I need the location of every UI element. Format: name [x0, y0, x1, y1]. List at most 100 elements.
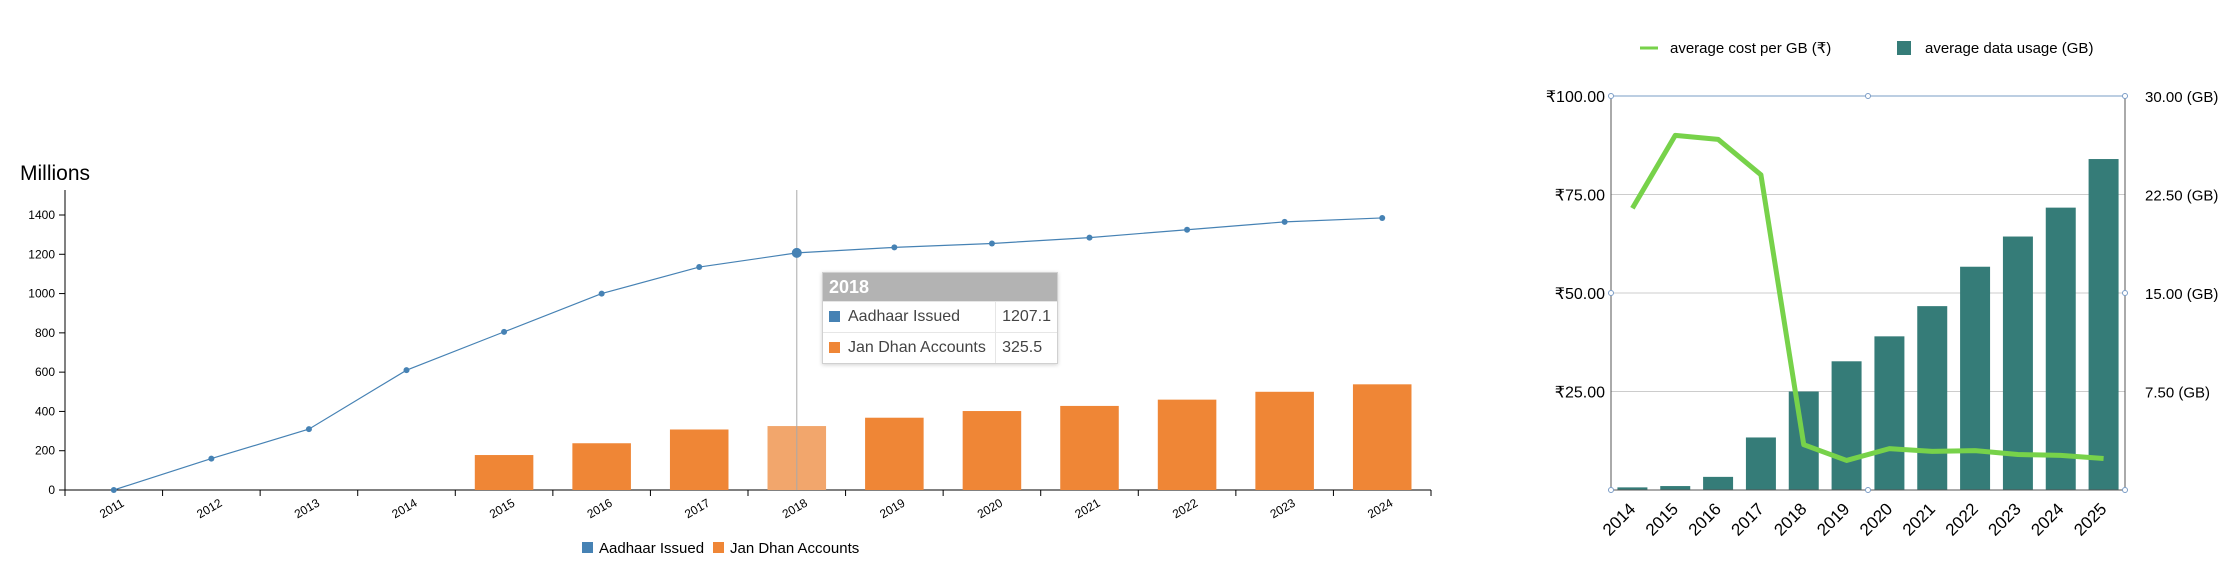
jan-dhan-bar: [474, 455, 534, 490]
usage-bar: [1703, 476, 1734, 490]
aadhaar-point: [598, 290, 605, 297]
right-chart: average cost per GB (₹) average data usa…: [1546, 40, 2219, 540]
tooltip-table: Aadhaar Issued 1207.1 Jan Dhan Accounts …: [823, 301, 1057, 363]
selection-handle: [2122, 487, 2128, 493]
right-left-axis-labels: ₹100.00 ₹75.00 ₹50.00 ₹25.00: [1546, 89, 1605, 402]
selection-handle: [2122, 290, 2128, 296]
left-axis-label: ₹25.00: [1555, 385, 1605, 402]
aadhaar-point: [791, 247, 802, 258]
legend-swatch-aadhaar[interactable]: [582, 542, 593, 553]
usage-bar: [2045, 207, 2076, 490]
y-tick-label: 800: [35, 326, 55, 340]
aadhaar-point: [501, 328, 508, 335]
jan-dhan-bar: [1352, 384, 1412, 490]
x-tick-label: 2011: [97, 496, 127, 521]
jan-dhan-bar: [865, 417, 924, 490]
chart-tooltip: 2018 Aadhaar Issued 1207.1 Jan Dhan Acco…: [822, 272, 1058, 364]
legend-label-jan-dhan[interactable]: Jan Dhan Accounts: [730, 540, 859, 557]
usage-bar: [2002, 236, 2033, 490]
cost-line: [1630, 132, 2104, 463]
x-tick-label: 2017: [682, 496, 712, 522]
aadhaar-point: [696, 264, 703, 271]
x-tick-label: 2022: [1942, 499, 1982, 539]
y-tick-label: 600: [35, 365, 55, 379]
left-y-tick-labels: 0 200 400 600 800 1000 1200 1400: [28, 208, 65, 497]
aadhaar-point: [1281, 218, 1288, 225]
usage-bar: [1960, 266, 1991, 490]
legend-label-aadhaar[interactable]: Aadhaar Issued: [599, 540, 704, 557]
jan-dhan-bar: [1060, 405, 1119, 490]
right-axis-label: 7.50 (GB): [2145, 385, 2210, 402]
aadhaar-point: [1184, 226, 1191, 233]
tooltip-label-aadhaar: Aadhaar Issued: [848, 308, 961, 325]
x-tick-label: 2015: [1642, 499, 1682, 539]
tooltip-value-aadhaar: 1207.1: [995, 301, 1057, 333]
selection-handle: [1608, 290, 1614, 296]
jan-dhan-bar: [1255, 391, 1314, 490]
aadhaar-point: [208, 455, 215, 462]
tooltip-title: 2018: [823, 273, 1057, 301]
y-tick-label: 1400: [28, 208, 55, 222]
tooltip-row-aadhaar: Aadhaar Issued 1207.1: [823, 301, 1057, 333]
usage-bar: [1745, 437, 1776, 490]
y-tick-label: 0: [48, 483, 55, 497]
aadhaar-point: [988, 240, 995, 247]
left-legend: Aadhaar Issued Jan Dhan Accounts: [582, 540, 859, 557]
usage-bars: [1617, 159, 2119, 491]
left-chart: Millions 2011 2012 2013 2014 2015 2016 2017 201…: [20, 162, 1432, 557]
jan-dhan-bar: [572, 443, 631, 490]
x-tick-label: 2024: [1365, 496, 1395, 522]
right-axis-label: 30.00 (GB): [2145, 89, 2218, 106]
x-tick-label: 2021: [1072, 496, 1102, 522]
jan-dhan-bars: [474, 384, 1412, 490]
aadhaar-point: [110, 487, 117, 493]
jan-dhan-bar: [1157, 399, 1217, 490]
x-tick-label: 2012: [194, 496, 224, 522]
right-x-tick-labels: 2014 2015 2016 2017 2018 2019 2020 2021 2022 2023…: [1599, 499, 2110, 539]
x-tick-label: 2016: [1685, 499, 1725, 539]
right-axis-label: 15.00 (GB): [2145, 286, 2218, 303]
x-tick-label: 2024: [2027, 499, 2067, 539]
selection-handle: [2122, 93, 2128, 99]
aadhaar-point: [1379, 214, 1386, 221]
aadhaar-point: [891, 244, 898, 251]
x-tick-label: 2014: [389, 496, 419, 522]
y-tick-label: 1000: [28, 287, 55, 301]
x-tick-label: 2023: [1985, 499, 2025, 539]
selection-handle: [1608, 93, 1614, 99]
x-tick-label: 2025: [2070, 499, 2110, 539]
left-axis-label: ₹75.00: [1555, 188, 1605, 205]
legend-label-usage[interactable]: average data usage (GB): [1925, 40, 2093, 57]
x-tick-label: 2019: [877, 496, 907, 522]
x-tick-label: 2018: [780, 496, 810, 522]
usage-bar: [1874, 336, 1905, 490]
legend-swatch-usage[interactable]: [1897, 41, 1911, 55]
usage-bar: [1917, 306, 1948, 490]
aadhaar-point: [305, 426, 312, 433]
y-tick-label: 200: [35, 444, 55, 458]
tooltip-value-jan-dhan: 325.5: [995, 332, 1057, 363]
y-axis-title: Millions: [20, 162, 90, 185]
x-tick-label: 2018: [1770, 499, 1810, 539]
x-tick-label: 2020: [975, 496, 1005, 522]
usage-bar: [1831, 361, 1862, 490]
selection-handle: [1865, 93, 1871, 99]
left-chart-axes: [64, 190, 1432, 496]
aadhaar-point: [1086, 234, 1093, 241]
x-tick-label: 2021: [1899, 499, 1939, 539]
legend-label-cost[interactable]: average cost per GB (₹): [1670, 40, 1831, 57]
tooltip-label-jan-dhan: Jan Dhan Accounts: [848, 339, 986, 356]
x-tick-label: 2020: [1856, 499, 1896, 539]
legend-swatch-jan-dhan[interactable]: [713, 542, 724, 553]
x-tick-label: 2023: [1268, 496, 1298, 522]
tooltip-swatch-aadhaar: [829, 311, 840, 322]
y-tick-label: 1200: [28, 247, 55, 261]
x-tick-label: 2022: [1170, 496, 1200, 522]
usage-bar: [2088, 159, 2119, 491]
left-axis-label: ₹100.00: [1546, 89, 1605, 106]
jan-dhan-bar: [669, 429, 729, 490]
x-tick-label: 2019: [1813, 499, 1853, 539]
x-tick-label: 2017: [1728, 499, 1768, 539]
right-legend: average cost per GB (₹) average data usa…: [1640, 40, 2093, 57]
